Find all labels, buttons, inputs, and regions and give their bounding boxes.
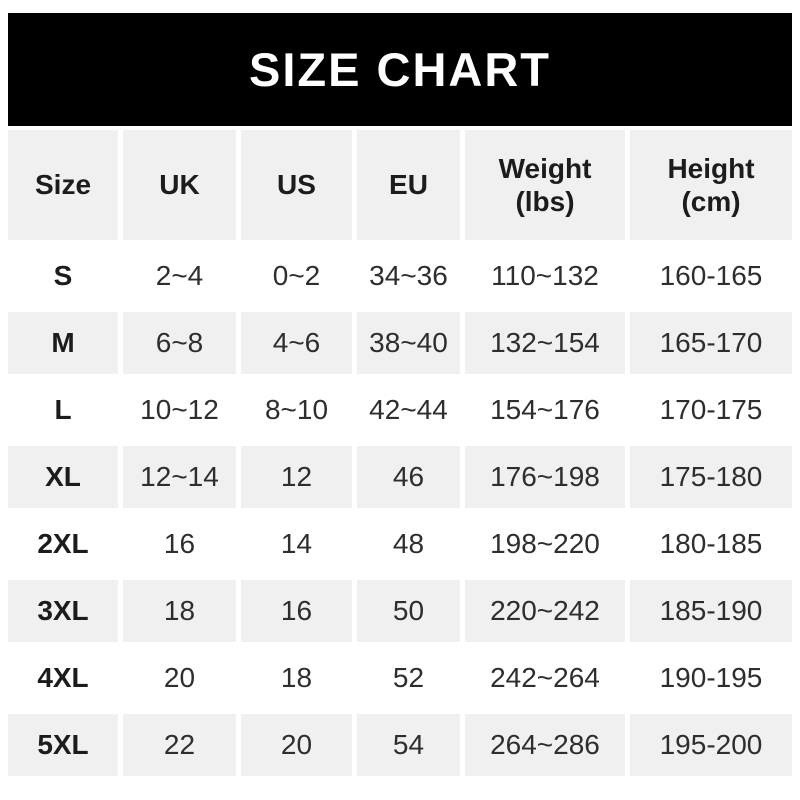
cell-2xl-eu: 48: [357, 513, 460, 575]
cell-m-weight: 132~154: [465, 312, 625, 374]
cell-2xl-weight: 198~220: [465, 513, 625, 575]
cell-s-us: 0~2: [241, 245, 352, 307]
title-banner: SIZE CHART: [8, 13, 792, 126]
cell-s-height: 160-165: [630, 245, 792, 307]
cell-s-uk: 2~4: [123, 245, 236, 307]
cell-5xl-weight: 264~286: [465, 714, 625, 776]
header-label: Size: [34, 169, 92, 201]
cell-l-weight: 154~176: [465, 379, 625, 441]
cell-4xl-uk: 20: [123, 647, 236, 709]
cell-3xl-eu: 50: [357, 580, 460, 642]
cell-s-eu: 34~36: [357, 245, 460, 307]
header-label: UK: [159, 169, 200, 201]
cell-l-uk: 10~12: [123, 379, 236, 441]
cell-l-us: 8~10: [241, 379, 352, 441]
cell-5xl-uk: 22: [123, 714, 236, 776]
cell-3xl-weight: 220~242: [465, 580, 625, 642]
cell-3xl-uk: 18: [123, 580, 236, 642]
cell-3xl-height: 185-190: [630, 580, 792, 642]
cell-xl-weight: 176~198: [465, 446, 625, 508]
cell-5xl-size: 5XL: [8, 714, 118, 776]
cell-3xl-us: 16: [241, 580, 352, 642]
cell-xl-height: 175-180: [630, 446, 792, 508]
cell-3xl-size: 3XL: [8, 580, 118, 642]
cell-s-size: S: [8, 245, 118, 307]
cell-4xl-us: 18: [241, 647, 352, 709]
cell-m-us: 4~6: [241, 312, 352, 374]
column-header-us: US: [241, 130, 352, 240]
cell-4xl-height: 190-195: [630, 647, 792, 709]
cell-s-weight: 110~132: [465, 245, 625, 307]
cell-4xl-weight: 242~264: [465, 647, 625, 709]
column-header-height: Height (cm): [630, 130, 792, 240]
column-header-eu: EU: [357, 130, 460, 240]
cell-xl-eu: 46: [357, 446, 460, 508]
cell-xl-uk: 12~14: [123, 446, 236, 508]
cell-xl-us: 12: [241, 446, 352, 508]
header-sublabel: (cm): [681, 186, 741, 217]
cell-m-eu: 38~40: [357, 312, 460, 374]
cell-l-eu: 42~44: [357, 379, 460, 441]
header-label: EU: [389, 169, 428, 201]
cell-l-size: L: [8, 379, 118, 441]
header-sublabel: (lbs): [515, 186, 575, 217]
cell-2xl-uk: 16: [123, 513, 236, 575]
cell-m-uk: 6~8: [123, 312, 236, 374]
column-header-uk: UK: [123, 130, 236, 240]
cell-5xl-us: 20: [241, 714, 352, 776]
cell-l-height: 170-175: [630, 379, 792, 441]
column-header-weight: Weight (lbs): [465, 130, 625, 240]
header-label: Weight: [498, 152, 592, 184]
cell-4xl-eu: 52: [357, 647, 460, 709]
cell-m-height: 165-170: [630, 312, 792, 374]
cell-5xl-height: 195-200: [630, 714, 792, 776]
cell-m-size: M: [8, 312, 118, 374]
cell-5xl-eu: 54: [357, 714, 460, 776]
cell-2xl-height: 180-185: [630, 513, 792, 575]
header-label: US: [277, 169, 316, 201]
size-chart-table: Size UK US EU Weight (lbs) Height (cm) S 2…: [8, 130, 792, 776]
cell-2xl-us: 14: [241, 513, 352, 575]
header-label: Height: [667, 152, 755, 184]
cell-xl-size: XL: [8, 446, 118, 508]
cell-2xl-size: 2XL: [8, 513, 118, 575]
page-title: SIZE CHART: [249, 43, 551, 96]
cell-4xl-size: 4XL: [8, 647, 118, 709]
column-header-size: Size: [8, 130, 118, 240]
